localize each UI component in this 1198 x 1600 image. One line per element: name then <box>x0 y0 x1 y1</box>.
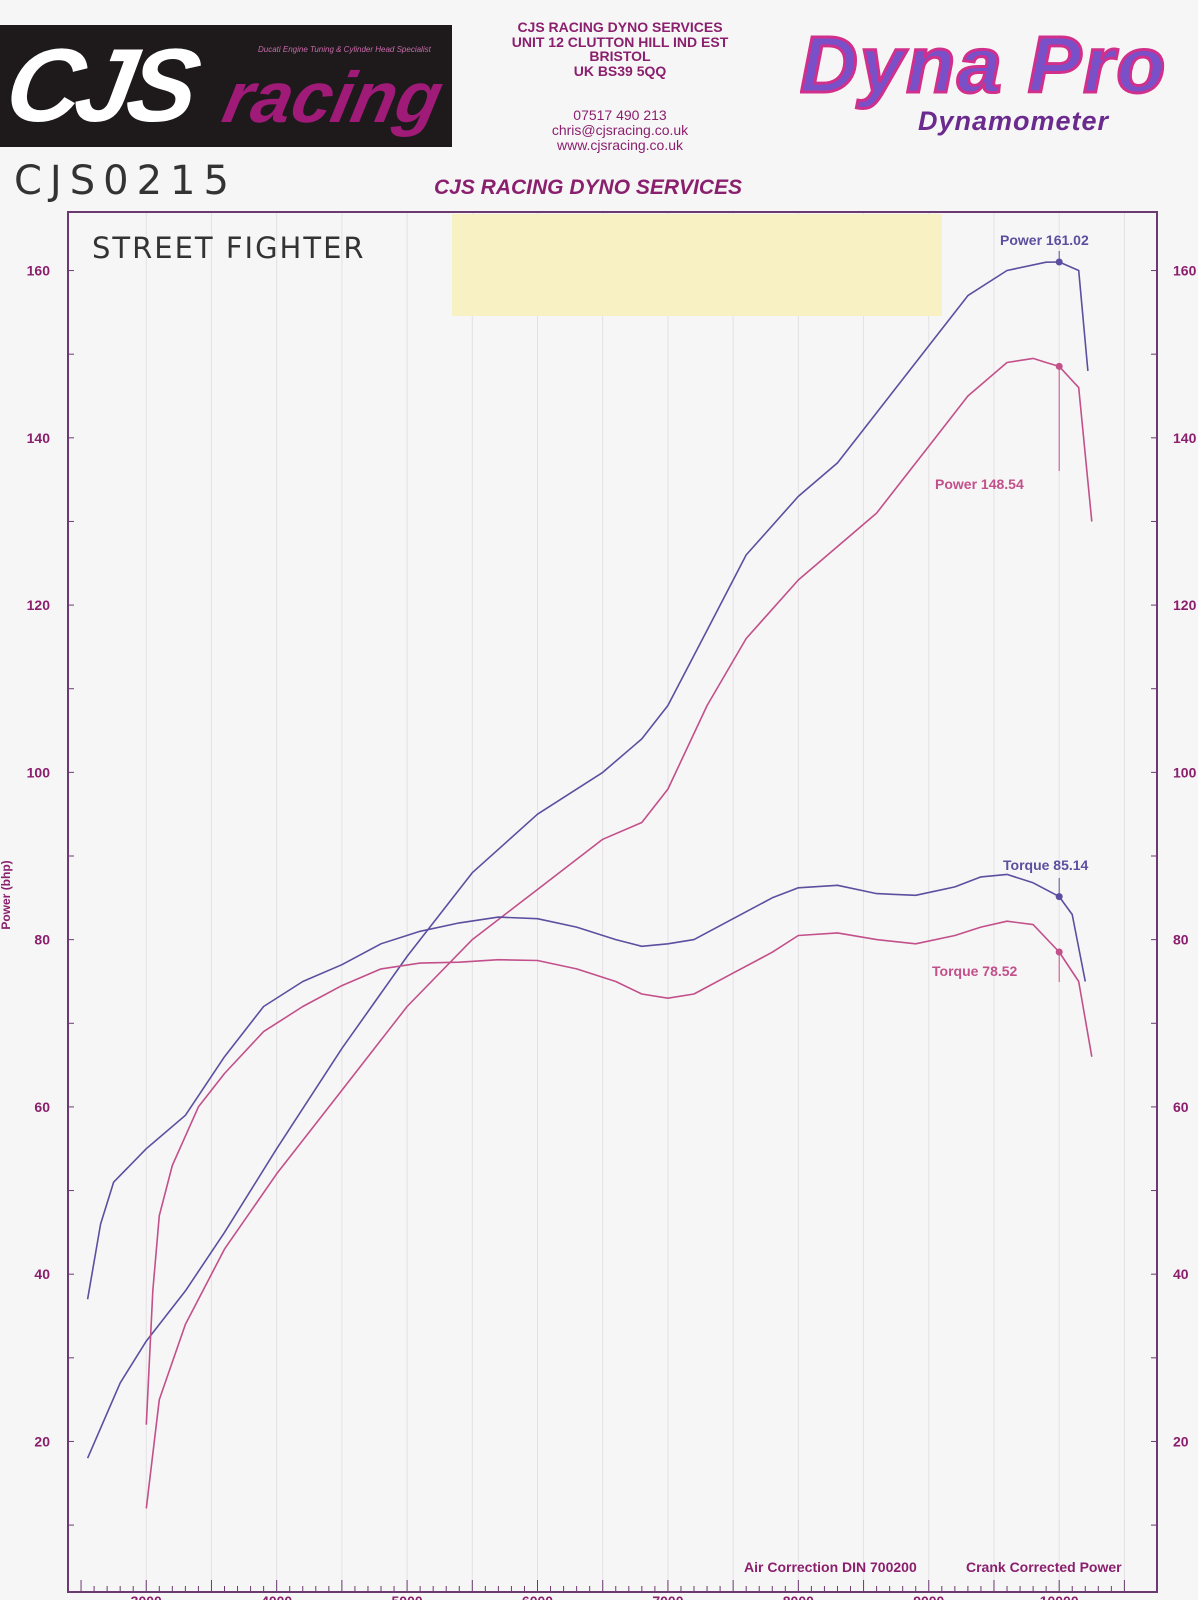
company-address: CJS RACING DYNO SERVICES UNIT 12 CLUTTON… <box>470 20 770 78</box>
y-axis: 20 20 40 40 60 60 80 80 100 100 120 120 140 140 160 160 <box>27 263 1197 1526</box>
x-tick-label: 6000 <box>522 1593 553 1600</box>
y-tick-label-right: 40 <box>1173 1266 1189 1282</box>
dynapro-logo-sub: Dynamometer <box>918 106 1110 136</box>
footer-left-label: Air Correction DIN 700200 <box>744 1559 917 1575</box>
x-tick-label: 9000 <box>913 1593 944 1600</box>
x-tick-label: 4000 <box>261 1593 292 1600</box>
address-line: UK BS39 5QQ <box>573 62 667 79</box>
plot-frame <box>67 211 1158 1593</box>
y-tick-label-left: 120 <box>27 597 51 613</box>
handwritten-note: STREET FIGHTER <box>92 231 366 265</box>
y-tick-label-right: 160 <box>1173 263 1197 279</box>
y-tick-label-left: 20 <box>34 1433 50 1449</box>
x-tick-label: 7000 <box>652 1593 683 1600</box>
website-url: www.cjsracing.co.uk <box>556 137 684 153</box>
company-contact: 07517 490 213 chris@cjsracing.co.uk www.… <box>470 108 770 153</box>
y-tick-label-right: 80 <box>1173 932 1189 948</box>
x-axis: 3000 4000 5000 6000 7000 8000 9000 10000 <box>80 1580 1125 1600</box>
x-tick-label: 10000 <box>1040 1593 1079 1600</box>
y-tick-label-left: 80 <box>34 932 50 948</box>
address-line: UNIT 12 CLUTTON HILL IND EST <box>511 33 729 50</box>
y-tick-label-left: 40 <box>34 1266 50 1282</box>
y-tick-label-left: 160 <box>27 263 51 279</box>
chart-company-title: CJS RACING DYNO SERVICES <box>434 176 743 199</box>
phone-number: 07517 490 213 <box>573 107 667 123</box>
y-tick-label-right: 60 <box>1173 1099 1189 1115</box>
y-tick-label-right: 140 <box>1173 430 1197 446</box>
dyno-chart: 20 20 40 40 60 60 80 80 100 100 120 120 140 140 160 160… <box>0 211 1197 1600</box>
handwritten-run-id: CJS0215 <box>14 158 237 204</box>
footer-right-label: Crank Corrected Power <box>966 1559 1122 1575</box>
series-line-0 <box>86 261 1089 1459</box>
series-line-3 <box>145 920 1093 1425</box>
logo-tagline: Ducati Engine Tuning & Cylinder Head Spe… <box>258 45 431 54</box>
annotation-label: Torque 85.14 <box>1003 857 1089 873</box>
series-lines <box>86 261 1093 1509</box>
y-axis-label: Power (bhp) <box>0 860 13 929</box>
y-tick-label-right: 120 <box>1173 597 1197 613</box>
chart-grid <box>145 212 1125 1592</box>
sticky-note <box>452 214 942 316</box>
series-line-1 <box>145 357 1093 1509</box>
y-tick-label-left: 100 <box>27 764 51 780</box>
x-tick-label: 8000 <box>783 1593 814 1600</box>
y-tick-label-left: 60 <box>34 1099 50 1115</box>
cjs-racing-logo: CJS Ducati Engine Tuning & Cylinder Head… <box>0 25 452 147</box>
y-tick-label-right: 20 <box>1173 1433 1189 1449</box>
x-tick-label: 3000 <box>131 1593 162 1600</box>
dynapro-logo: Dyna Pro Dynamometer <box>800 22 1198 142</box>
logo-sub-text: racing <box>216 58 450 138</box>
y-tick-label-right: 100 <box>1173 764 1197 780</box>
annotation-label: Torque 78.52 <box>932 963 1018 979</box>
x-tick-label: 5000 <box>392 1593 423 1600</box>
y-tick-label-left: 140 <box>27 430 51 446</box>
annotation-label: Power 161.02 <box>1000 232 1089 248</box>
annotations: Power 161.02 Power 148.54 Torque 85.14 Torq… <box>932 232 1089 982</box>
address-line: BRISTOL <box>589 48 651 64</box>
address-line: CJS RACING DYNO SERVICES <box>517 19 723 35</box>
annotation-label: Power 148.54 <box>935 476 1024 492</box>
logo-main-text: CJS <box>0 28 203 144</box>
dynapro-logo-main: Dyna Pro <box>800 22 1168 109</box>
series-line-2 <box>86 873 1087 1300</box>
email-address: chris@cjsracing.co.uk <box>551 122 689 138</box>
